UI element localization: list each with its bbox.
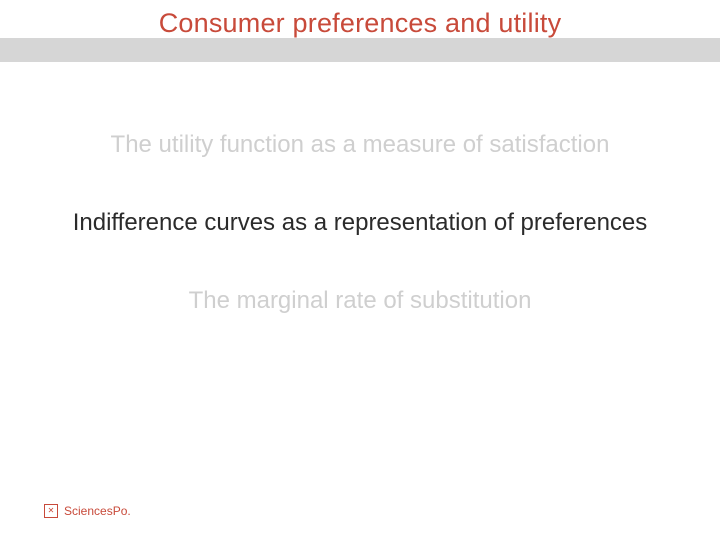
header-band xyxy=(0,38,720,62)
bullet-item-2: Indifference curves as a representation … xyxy=(73,208,648,238)
brand-logo-icon: ✕ xyxy=(44,504,58,518)
footer-brand: ✕ SciencesPo. xyxy=(44,504,131,518)
slide-title: Consumer preferences and utility xyxy=(0,8,720,39)
brand-name: SciencesPo. xyxy=(64,504,131,518)
bullet-item-1: The utility function as a measure of sat… xyxy=(111,130,610,160)
bullet-item-3: The marginal rate of substitution xyxy=(189,286,532,316)
slide-content: The utility function as a measure of sat… xyxy=(0,130,720,316)
